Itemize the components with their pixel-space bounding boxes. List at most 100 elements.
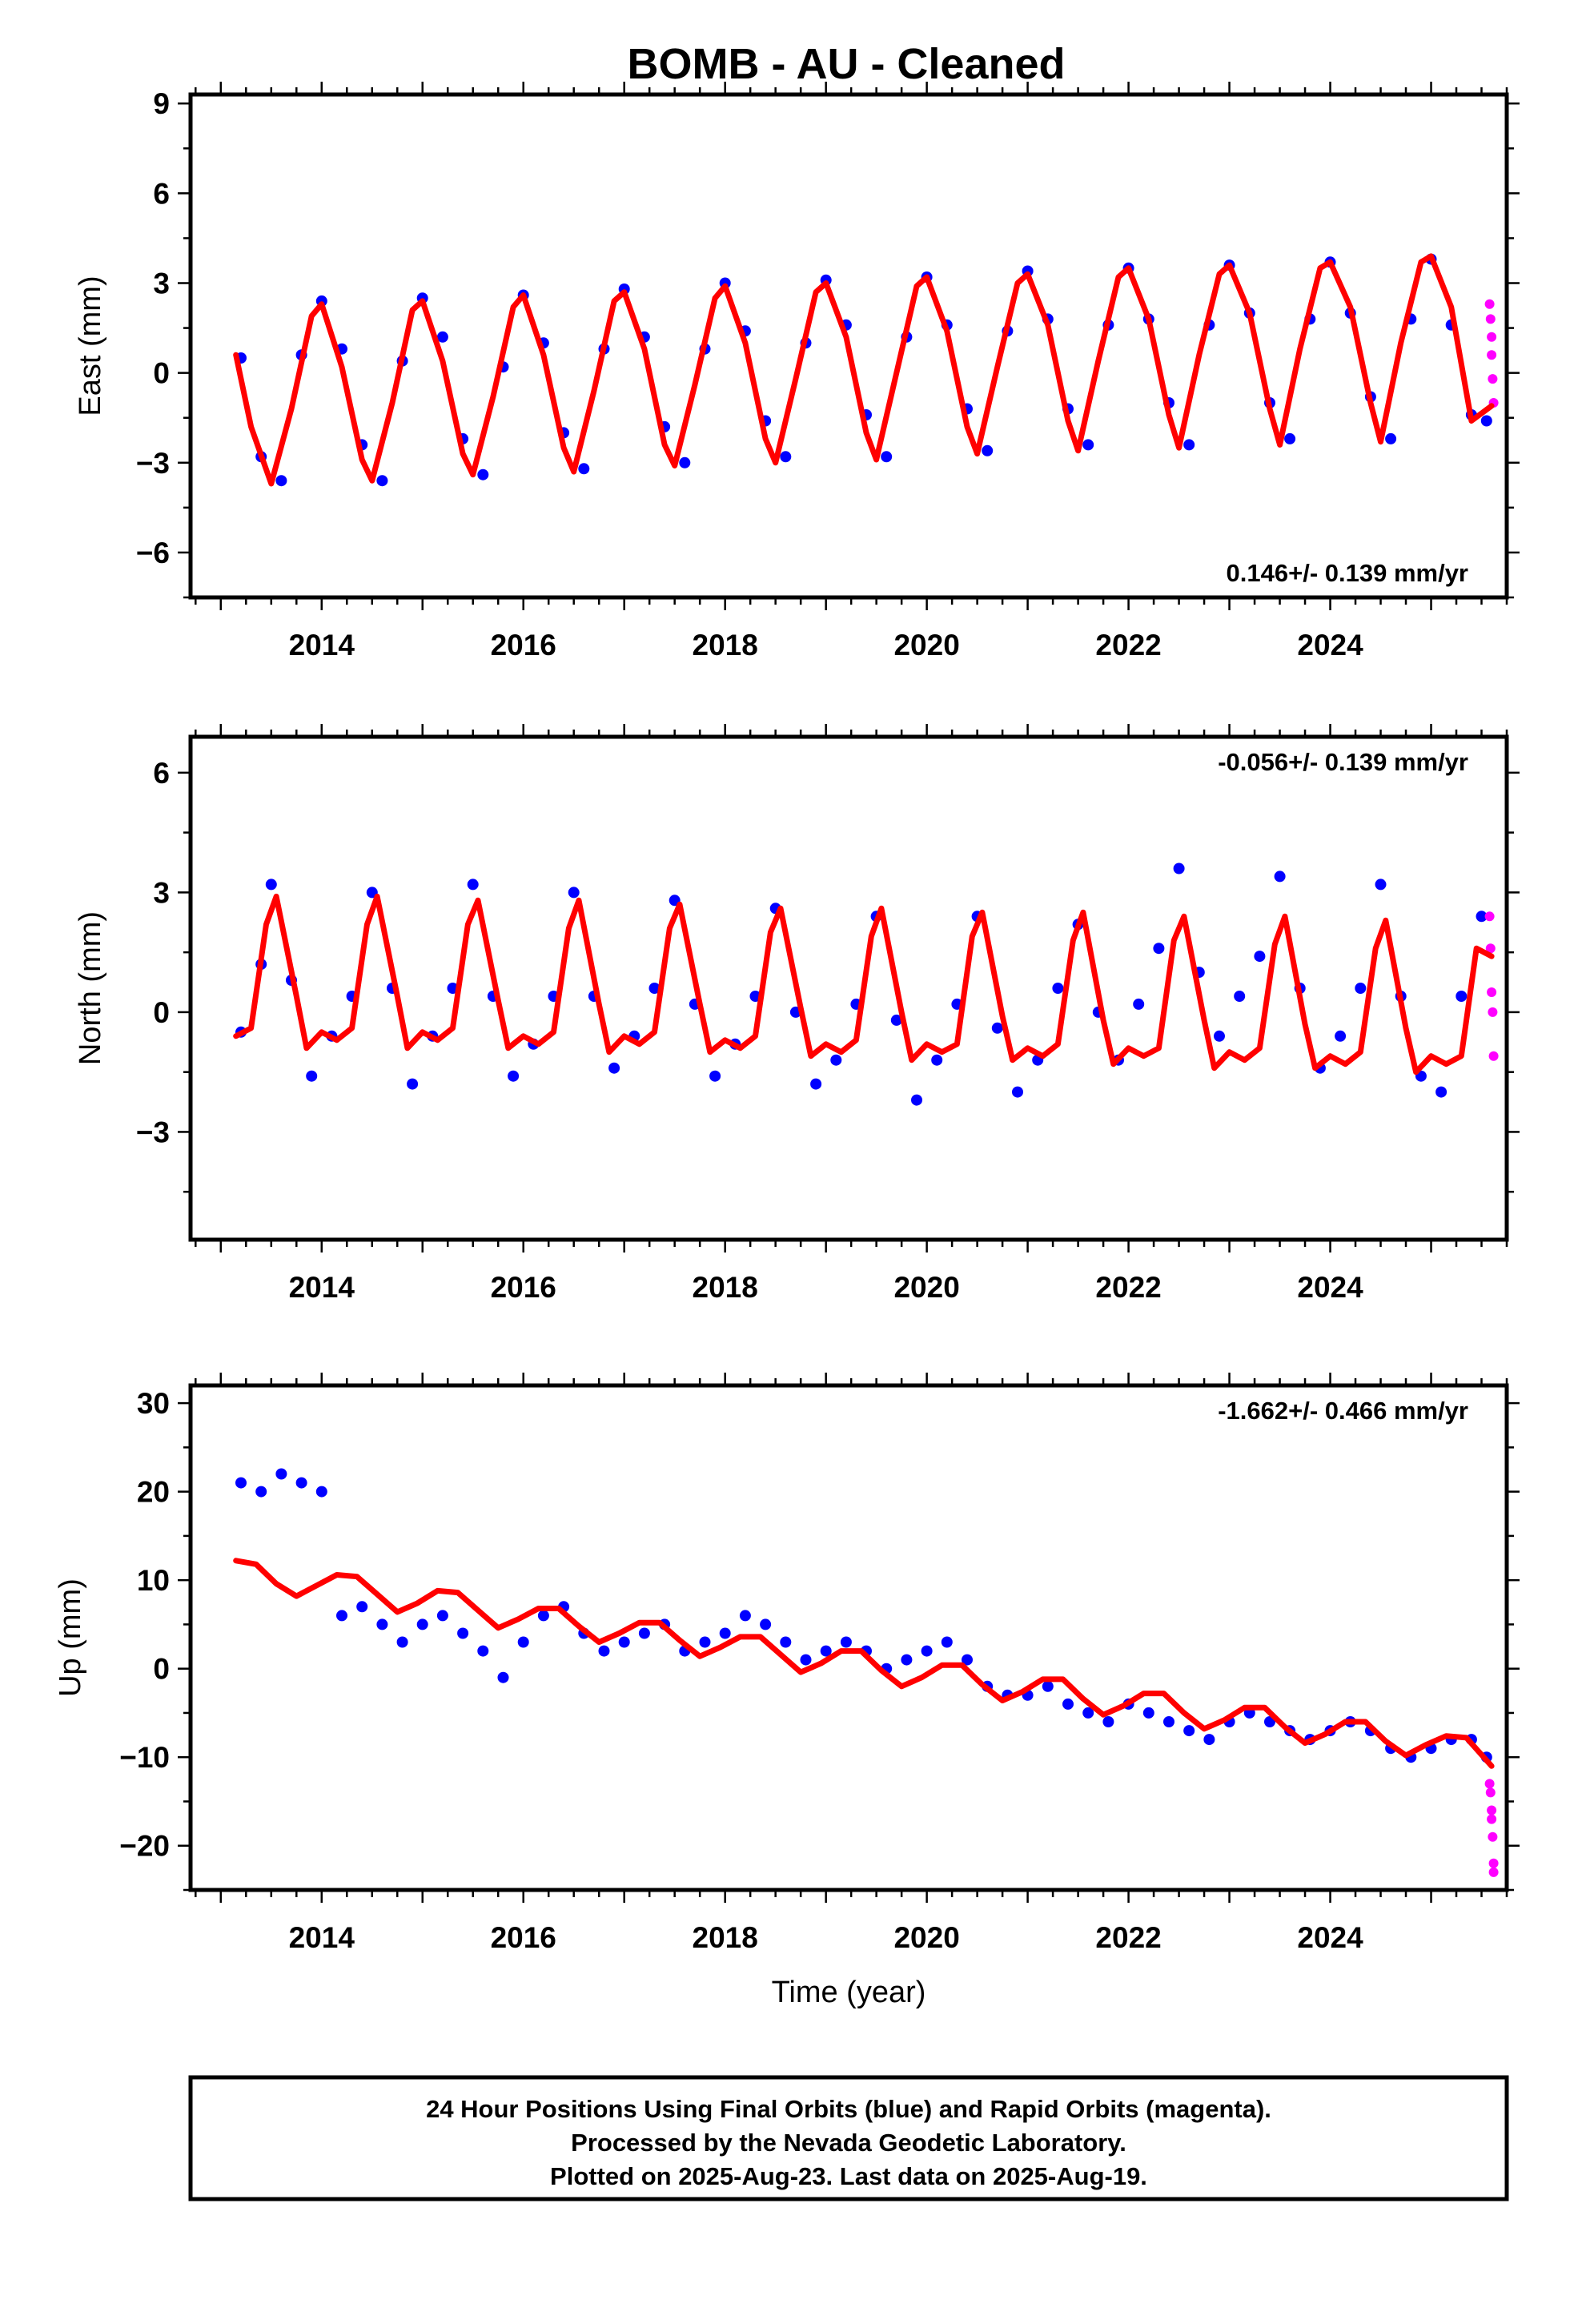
y-tick-label: 0: [153, 357, 170, 390]
final-orbit-point: [1456, 991, 1468, 1002]
final-orbit-point: [336, 1610, 347, 1622]
final-orbit-point: [608, 1062, 620, 1074]
final-orbit-point: [982, 444, 994, 456]
final-orbit-point: [1254, 951, 1266, 963]
final-orbit-point: [699, 1636, 711, 1648]
final-orbit-point: [315, 1486, 327, 1498]
final-orbit-point: [376, 475, 388, 487]
x-tick-label: 2016: [491, 1271, 556, 1304]
rapid-orbit-point: [1488, 374, 1498, 384]
y-tick-label: −20: [119, 1830, 170, 1863]
rapid-orbit-point: [1487, 1805, 1497, 1815]
final-orbit-point: [477, 468, 489, 480]
final-orbit-point: [931, 1054, 943, 1066]
y-tick-label: 9: [153, 87, 170, 120]
plot-area-north: [233, 862, 1499, 1106]
final-orbit-point: [376, 1618, 388, 1630]
final-orbit-point: [719, 1627, 731, 1639]
final-orbit-point: [1153, 943, 1165, 955]
panel-north: 2014 2016 2018 2020 2022 2024 −3 0 3 6 North (mm) -…: [74, 724, 1520, 1304]
final-orbit-point: [881, 451, 893, 463]
plot-area-up: [233, 1468, 1499, 1877]
plot-area-east: [233, 253, 1499, 487]
final-orbit-point: [901, 1654, 913, 1666]
final-orbit-point: [457, 1627, 469, 1639]
final-orbit-point: [467, 879, 479, 891]
final-orbit-point: [265, 879, 277, 891]
panel-frame: [188, 92, 1509, 600]
rapid-orbit-point: [1487, 1814, 1497, 1824]
x-axis-label: Time (year): [772, 1976, 926, 2009]
x-tick-label: 2022: [1095, 629, 1161, 661]
final-orbit-point: [1435, 1086, 1447, 1098]
rapid-orbit-point: [1488, 1831, 1498, 1842]
final-orbit-point: [810, 1078, 822, 1090]
x-tick-label: 2014: [289, 1271, 355, 1304]
x-tick-label: 2022: [1095, 1921, 1161, 1954]
y-tick-label: 20: [137, 1476, 170, 1509]
rapid-orbit-point: [1487, 350, 1497, 360]
rapid-orbit-point: [1488, 1007, 1498, 1017]
rapid-orbit-point: [1485, 943, 1496, 954]
final-orbit-point: [1082, 1707, 1094, 1719]
final-orbit-point: [1082, 439, 1094, 451]
final-orbit-point: [679, 456, 691, 468]
final-orbit-point: [436, 331, 448, 343]
footer-frame: [188, 2075, 1509, 2201]
final-orbit-point: [709, 1070, 721, 1082]
y-tick-label: 0: [153, 1653, 170, 1686]
final-orbit-point: [295, 1477, 307, 1489]
final-orbit-point: [890, 1014, 902, 1026]
y-tick-label: 30: [137, 1387, 170, 1420]
final-orbit-point: [1375, 879, 1387, 891]
model-fit-line: [233, 1558, 1495, 1769]
velocity-rate-label: 0.146+/- 0.139 mm/yr: [1227, 559, 1468, 587]
final-orbit-point: [436, 1610, 448, 1622]
final-orbit-point: [991, 1022, 1003, 1034]
final-orbit-point: [760, 1618, 772, 1630]
x-tick-label: 2018: [693, 629, 758, 661]
panel-frame: [188, 734, 1509, 1242]
final-orbit-point: [1133, 998, 1145, 1010]
footer-line-3: Plotted on 2025-Aug-23. Last data on 202…: [550, 2162, 1147, 2190]
final-orbit-point: [962, 1654, 973, 1666]
x-tick-label: 2020: [893, 629, 959, 661]
final-orbit-point: [911, 1094, 922, 1106]
final-orbit-point: [921, 1645, 933, 1657]
velocity-rate-label: -1.662+/- 0.466 mm/yr: [1218, 1397, 1468, 1425]
y-tick-label: −6: [136, 537, 170, 569]
rapid-orbit-point: [1484, 911, 1495, 922]
x-tick-label: 2022: [1095, 1271, 1161, 1304]
final-orbit-point: [1335, 1030, 1347, 1042]
final-orbit-point: [1355, 983, 1367, 994]
final-orbit-point: [1062, 1698, 1074, 1710]
model-fit-line: [233, 893, 1495, 1076]
y-tick-label: 3: [153, 267, 170, 300]
final-orbit-point: [1012, 1086, 1023, 1098]
y-axis-label: North (mm): [74, 911, 107, 1065]
final-orbit-point: [1102, 1716, 1114, 1727]
final-orbit-point: [1052, 983, 1064, 994]
y-tick-label: 0: [153, 996, 170, 1029]
y-tick-label: −3: [136, 447, 170, 480]
rapid-orbit-point: [1485, 1787, 1496, 1798]
final-orbit-point: [598, 1645, 610, 1657]
final-orbit-point: [517, 1636, 529, 1648]
panel-frame: [188, 1383, 1509, 1892]
final-orbit-point: [638, 1627, 650, 1639]
model-fit-line: [233, 253, 1495, 487]
y-tick-label: −10: [119, 1741, 170, 1774]
rapid-orbit-point: [1484, 299, 1495, 309]
x-tick-label: 2016: [491, 1921, 556, 1954]
final-orbit-point: [396, 1636, 408, 1648]
final-orbit-point: [840, 1636, 852, 1648]
y-axis-label: East (mm): [74, 275, 107, 416]
y-axis-label: Up (mm): [54, 1578, 87, 1697]
final-orbit-point: [306, 1070, 318, 1082]
final-orbit-point: [416, 1618, 428, 1630]
final-orbit-point: [508, 1070, 520, 1082]
plot-title: BOMB - AU - Cleaned: [627, 40, 1065, 88]
footer-line-2: Processed by the Nevada Geodetic Laborat…: [571, 2129, 1126, 2157]
x-tick-label: 2020: [893, 1271, 959, 1304]
